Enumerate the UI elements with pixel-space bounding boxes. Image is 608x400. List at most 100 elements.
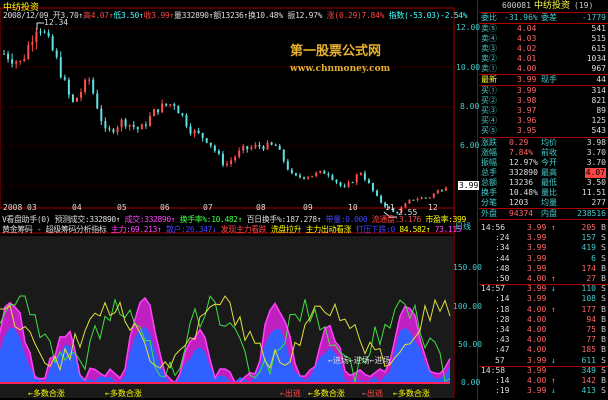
bid-row: 买② 3.98 821 [479, 96, 608, 106]
tick-side: S [601, 365, 606, 375]
label: 均价 [541, 138, 557, 147]
tick-side: S [601, 294, 606, 304]
tick-side: B [601, 223, 606, 232]
volume: 541 [591, 24, 606, 33]
trade-tick-row: 14:58 3.99 349 S [479, 366, 608, 376]
tick-price: 3.99 [527, 284, 547, 294]
amplitude: 振12.97% [287, 11, 323, 20]
candle-body [55, 50, 58, 58]
candle-body [209, 142, 212, 146]
tick-arrow: ↑ [551, 223, 556, 232]
candle-body [153, 109, 156, 117]
value: 3.98 [586, 138, 606, 147]
price: 4.01 [517, 54, 537, 63]
stat-row: 分笔 1203 均量 277 [479, 198, 608, 208]
signal-label: ←多数合涨 [308, 389, 345, 398]
value: 11.51 [581, 188, 606, 197]
trade-tick-row: 57 3.99 ↓ 611 S [479, 356, 608, 366]
order-ratio-row: 委比 -31.96% 委差 -1779 [479, 13, 608, 23]
tick-price: 3.99 [527, 223, 547, 232]
candle-body [408, 199, 411, 204]
label: 最新 [481, 75, 497, 84]
tick-price: 3.99 [527, 263, 547, 273]
tick-volume: 413 [581, 386, 596, 396]
candle-body [221, 153, 224, 166]
candle-body [132, 124, 135, 128]
candle-body [189, 126, 192, 134]
divider [479, 365, 608, 367]
tick-price: 4.00 [527, 335, 547, 345]
trade-tick-row: :14 3.99 108 S [479, 294, 608, 304]
price: 3.98 [517, 96, 537, 105]
candle-body [282, 149, 285, 162]
ind-axis-label: 100.00 [453, 302, 482, 311]
candle-body [363, 173, 366, 180]
tick-time: :28 [495, 314, 510, 324]
tick-price: 4.00 [527, 304, 547, 314]
label: 卖② [481, 54, 497, 63]
candle-body [104, 121, 107, 129]
candle-body [197, 130, 200, 133]
tick-volume: 349 [581, 365, 596, 375]
candle-body [31, 42, 34, 45]
amount: 额13236↑ [213, 11, 249, 20]
price: 3.99 [517, 86, 537, 95]
label: 涨幅 [481, 148, 497, 157]
price-chart[interactable] [0, 0, 478, 400]
current-price-marker: 3.99 [458, 181, 480, 190]
change-label: 涨 [326, 11, 335, 20]
ind-axis-label: 50.00 [458, 340, 483, 349]
low-marker [383, 211, 397, 218]
value: 3.70 [586, 158, 606, 167]
tick-volume: 205 [581, 223, 596, 232]
candle-body [124, 119, 127, 127]
candle-body [347, 182, 350, 187]
tick-volume: 157 [581, 233, 596, 243]
tick-volume: 110 [581, 284, 596, 294]
label: 振幅 [481, 158, 497, 167]
tick-price: 3.99 [527, 386, 547, 396]
label: 最低 [541, 178, 557, 187]
tick-price: 4.00 [527, 325, 547, 334]
value: -1779 [581, 13, 606, 22]
candle-body [75, 97, 78, 102]
candle-body [388, 206, 391, 209]
tick-side: S [601, 284, 606, 294]
candle-body [136, 127, 139, 130]
candle-body [7, 53, 10, 60]
candle-body [96, 93, 99, 109]
candle-body [327, 173, 330, 176]
tick-volume: 174 [581, 263, 596, 273]
value: 94374 [509, 209, 534, 218]
candle-body [323, 170, 326, 174]
tick-time: 14:57 [481, 284, 506, 294]
signal-label: ←多数合涨 [105, 389, 142, 398]
chart-area[interactable]: 中纺投资 2008/12/09 开3.70↑高4.07↑低3.50↑收3.99↑… [0, 0, 482, 400]
tick-price: 4.00 [527, 376, 547, 385]
label: 涨跌 [481, 138, 497, 147]
candle-body [116, 127, 119, 133]
candle-body [319, 170, 322, 173]
label: 卖⑤ [481, 24, 497, 33]
candle-body [359, 173, 362, 175]
turnover: 换10.48% [248, 11, 283, 20]
stat-row: 振幅 12.97% 今开 3.70 [479, 158, 608, 168]
candle-body [298, 175, 301, 178]
candle-body [392, 208, 395, 213]
candle-body [120, 119, 123, 128]
indicator-line-yellow [0, 295, 451, 372]
tick-volume: 185 [581, 345, 596, 355]
low: 低3.50↑ [113, 11, 144, 20]
trade-tick-row: :24 3.99 157 S [479, 233, 608, 243]
candle-body [67, 79, 70, 95]
tab-daily[interactable]: 日线 [455, 222, 471, 231]
stock-name: 中纺投资 [534, 1, 571, 11]
stat-row: 换手 10.48% 量比 11.51 [479, 188, 608, 198]
month-label: 08 [256, 203, 266, 212]
tick-side: B [601, 274, 606, 283]
tick-arrow: ↑ [551, 274, 556, 283]
volume: 125 [591, 116, 606, 125]
date: 2008/12/09 [3, 11, 49, 20]
candle-body [23, 58, 26, 61]
tick-time: :50 [495, 274, 510, 283]
